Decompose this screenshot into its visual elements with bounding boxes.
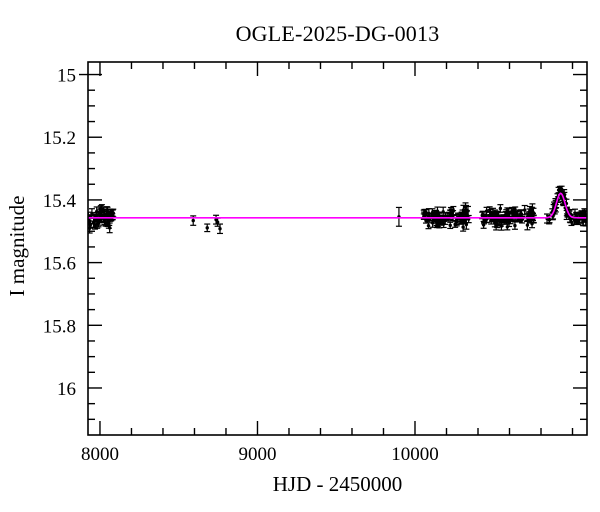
y-tick-label: 15.6 [43,254,76,275]
y-tick-label: 16 [57,379,76,400]
y-axis-label: I magnitude [5,195,29,297]
y-tick-label: 15.2 [43,128,76,149]
y-tick-label: 15.4 [43,191,77,212]
y-tick-label: 15.8 [43,316,76,337]
plot-title: OGLE-2025-DG-0013 [235,21,440,46]
plot-frame [87,61,588,436]
x-tick-label: 8000 [81,444,119,465]
tick-labels: 8000 9000 10000 15 15.2 15.4 15.6 15.8 16 [43,66,439,465]
data-points [88,185,587,235]
x-tick-label: 9000 [238,444,276,465]
model-curve [88,192,587,219]
axis-ticks [79,62,587,435]
x-axis-label: HJD - 2450000 [272,472,403,496]
y-tick-label: 15 [57,66,76,87]
x-tick-label: 10000 [391,444,439,465]
